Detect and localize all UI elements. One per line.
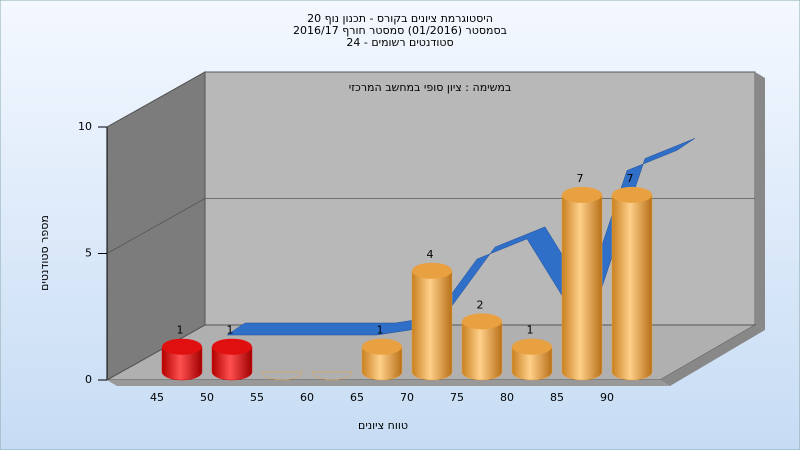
bar: [211, 338, 253, 381]
bar-top: [562, 186, 602, 203]
bar-body: [261, 371, 303, 381]
bar-top: [362, 338, 402, 355]
x-tick-label: 65: [350, 391, 364, 404]
title-line: היסטוגרמת ציונים בקורס - תכנון נוף 20: [307, 12, 493, 25]
y-axis-label: מספר סטודנטים: [38, 215, 51, 291]
value-label: 4: [427, 248, 434, 261]
annotation: במשימה : ציון סופי במחשב המרכזי: [349, 81, 512, 94]
floor-edge: [660, 325, 765, 386]
value-label: 7: [627, 172, 634, 185]
bar: [261, 364, 303, 381]
bar-body: [461, 321, 503, 381]
bar: [161, 338, 203, 381]
bar-top: [262, 364, 302, 380]
bar-body: [611, 194, 653, 381]
value-label: 2: [477, 298, 484, 311]
bar-body: [311, 371, 353, 381]
x-tick-label: 45: [150, 391, 164, 404]
x-tick-label: 75: [450, 391, 464, 404]
bar: [361, 338, 403, 381]
x-tick-label: 80: [500, 391, 514, 404]
y-tick-label: 10: [78, 120, 92, 133]
bar-top: [312, 364, 352, 380]
x-tick-label: 70: [400, 391, 414, 404]
x-tick-label: 85: [550, 391, 564, 404]
x-tick-label: 55: [250, 391, 264, 404]
title-line: סטודנטים רשומים - 24: [346, 36, 453, 49]
grid-line: [106, 71, 755, 128]
value-label: 7: [577, 172, 584, 185]
bar-body: [561, 194, 603, 381]
title-line: בסמסטר (01/2016) סמסטר חורף 2016/17: [293, 24, 507, 37]
bar-body: [511, 346, 553, 381]
bar-top: [462, 313, 502, 330]
bar-body: [411, 270, 453, 381]
bar-top: [512, 338, 552, 355]
bar-top: [212, 338, 252, 355]
bar: [461, 313, 503, 381]
x-tick-label: 50: [200, 391, 214, 404]
bar-top: [612, 186, 652, 203]
bar-body: [211, 346, 253, 381]
y-tick-label: 0: [85, 373, 92, 386]
floor-front: [107, 380, 670, 386]
bar-top: [412, 262, 452, 279]
bar: [511, 338, 553, 381]
value-label: 1: [527, 324, 534, 337]
back-wall-edge: [755, 72, 765, 330]
x-axis-label: טווח ציונים: [358, 419, 408, 432]
bar: [311, 364, 353, 381]
y-tick-label: 5: [85, 247, 92, 260]
value-label: 1: [377, 324, 384, 337]
bar-body: [161, 346, 203, 381]
bar-top: [162, 338, 202, 355]
bar: [561, 186, 603, 381]
bar: [411, 262, 453, 381]
x-tick-label: 90: [600, 391, 614, 404]
bar: [611, 186, 653, 381]
value-label: 1: [227, 324, 234, 337]
value-label: 1: [177, 324, 184, 337]
title: היסטוגרמת ציונים בקורס - תכנון נוף 20 בס…: [293, 12, 507, 49]
bar-body: [361, 346, 403, 381]
x-tick-label: 60: [300, 391, 314, 404]
